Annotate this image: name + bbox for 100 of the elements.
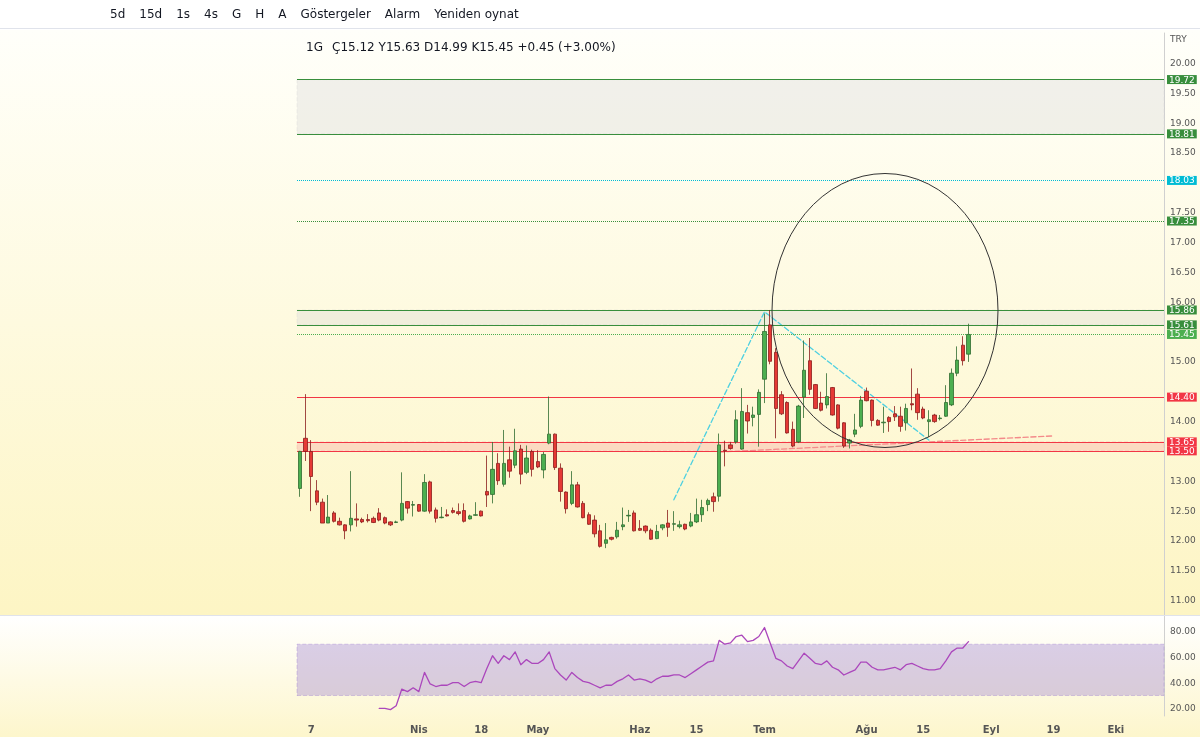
text: Yeniden oynat — [434, 7, 519, 21]
candlestick — [524, 445, 529, 475]
candlestick — [570, 470, 574, 506]
candlestick — [490, 441, 495, 504]
candlestick — [405, 500, 410, 514]
candlestick — [728, 441, 733, 451]
candlestick — [666, 509, 670, 538]
ref-line-label: 15.86 — [1169, 304, 1196, 315]
x-tick-label: 19 — [1046, 723, 1061, 735]
candlestick — [547, 396, 551, 445]
y-tick-label: 15.00 — [1170, 356, 1197, 367]
candlestick — [445, 508, 449, 517]
y-tick-label: 11.50 — [1170, 565, 1197, 576]
candlestick — [604, 522, 608, 549]
text: 4s — [204, 7, 218, 21]
y-tick-label: 12.50 — [1170, 505, 1197, 516]
candlestick — [802, 340, 806, 419]
candlestick — [400, 471, 404, 522]
x-tick-label: Tem — [753, 723, 776, 735]
ref-line-label: 19.72 — [1169, 74, 1195, 85]
candlestick — [825, 372, 829, 409]
ref-line-label: 18.03 — [1169, 175, 1195, 186]
candlestick — [485, 455, 489, 508]
candlestick — [326, 494, 330, 524]
y-tick-label: 20.00 — [1170, 57, 1197, 68]
ref-line-label: 13.65 — [1169, 436, 1195, 447]
candlestick — [961, 335, 965, 366]
text: A — [278, 7, 287, 21]
candlestick — [768, 309, 772, 365]
candlestick — [927, 409, 931, 438]
candlestick — [938, 414, 942, 421]
candlestick — [519, 444, 523, 485]
x-tick-label: Eyl — [982, 723, 1000, 735]
candlestick — [859, 395, 863, 429]
x-tick-label: May — [526, 723, 550, 735]
candlestick — [513, 428, 517, 469]
candlestick — [876, 418, 880, 427]
text: 5d — [110, 7, 126, 21]
candlestick — [853, 413, 857, 438]
candlestick — [881, 406, 886, 434]
text: Göstergeler — [300, 7, 371, 21]
y-tick-label: 14.00 — [1170, 416, 1197, 426]
candlestick — [932, 413, 937, 424]
candlestick — [541, 451, 546, 479]
candlestick — [751, 406, 755, 427]
candlestick — [887, 415, 891, 433]
candlestick — [711, 492, 716, 513]
candlestick — [655, 524, 659, 540]
candlestick — [842, 421, 846, 449]
candlestick — [796, 404, 801, 444]
candlestick — [502, 429, 506, 488]
candlestick — [660, 523, 665, 531]
y-tick-label: 40.00 — [1170, 677, 1197, 688]
y-tick-label: 11.00 — [1170, 595, 1197, 606]
ref-line-label: 15.61 — [1169, 319, 1195, 330]
candlestick — [536, 449, 540, 469]
candlestick — [439, 506, 444, 519]
x-tick-label: 18 — [474, 723, 489, 735]
candlestick — [706, 498, 710, 512]
x-tick-label: 15 — [689, 723, 704, 735]
candlestick — [734, 409, 738, 445]
text: Alarm — [384, 7, 421, 21]
candlestick — [479, 510, 483, 517]
candlestick — [791, 421, 795, 448]
y-tick-label: 19.50 — [1170, 87, 1197, 98]
x-tick-label: 15 — [916, 723, 931, 735]
x-tick-label: Haz — [629, 723, 651, 735]
candlestick — [621, 507, 625, 531]
ref-line-label: 13.50 — [1169, 445, 1196, 456]
y-tick-label: 60.00 — [1170, 652, 1197, 663]
text: 1s — [176, 7, 191, 21]
x-tick-label: Nis — [409, 723, 428, 735]
candlestick — [683, 523, 687, 531]
candlestick — [757, 388, 761, 448]
x-tick-label: Eki — [1107, 723, 1125, 735]
y-tick-label: 17.50 — [1170, 207, 1197, 218]
y-axis-title: TRY — [1169, 33, 1188, 44]
candlestick — [904, 403, 908, 431]
candlestick — [428, 480, 432, 514]
y-tick-label: 80.00 — [1170, 626, 1197, 637]
candlestick — [723, 440, 727, 467]
candlestick — [553, 433, 557, 471]
candlestick — [417, 503, 421, 513]
candlestick — [745, 404, 750, 434]
text: Ç15.12 Y15.63 D14.99 K15.45 +0.45 (+3.00%) — [332, 40, 616, 54]
candlestick — [394, 520, 398, 524]
candlestick — [530, 449, 534, 477]
candlestick — [626, 509, 631, 523]
y-tick-label: 13.00 — [1170, 475, 1197, 486]
candlestick — [632, 510, 636, 532]
ref-line-label: 18.81 — [1169, 128, 1195, 139]
candlestick — [609, 536, 614, 541]
candlestick — [615, 521, 619, 539]
x-tick-label: Ağu — [855, 723, 878, 735]
candlestick — [411, 500, 415, 517]
candlestick — [434, 507, 438, 523]
ref-line-label: 17.35 — [1169, 216, 1195, 227]
y-tick-label: 17.00 — [1170, 236, 1197, 247]
candlestick — [496, 452, 500, 486]
candlestick — [717, 433, 721, 502]
